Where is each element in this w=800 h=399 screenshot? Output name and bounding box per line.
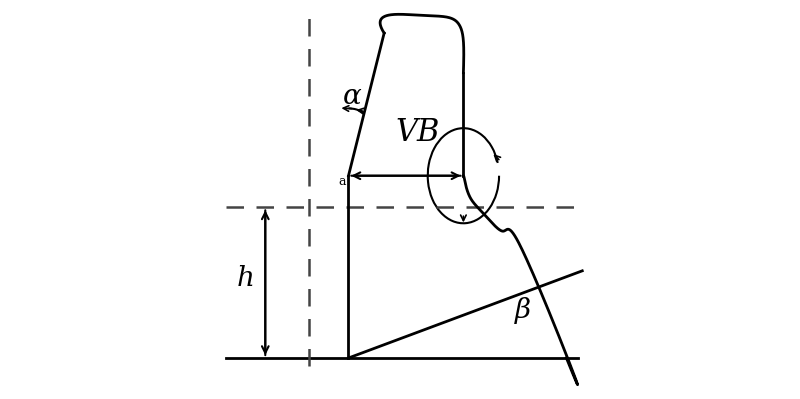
Text: a: a xyxy=(338,175,346,188)
Text: VB: VB xyxy=(396,117,440,148)
Text: β: β xyxy=(515,297,531,324)
Text: α: α xyxy=(343,83,362,110)
Text: h: h xyxy=(237,265,254,292)
